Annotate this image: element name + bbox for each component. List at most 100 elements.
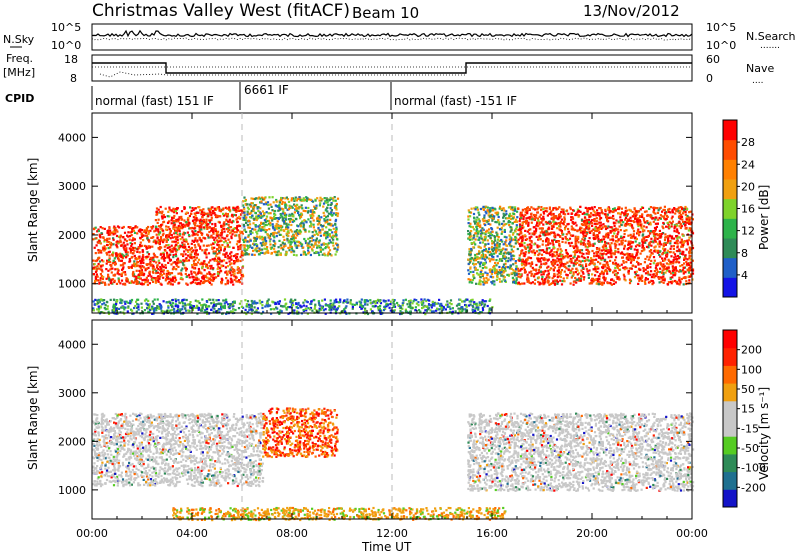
scatter-cell (226, 281, 229, 284)
scatter-cell (512, 232, 515, 235)
scatter-cell (298, 229, 301, 232)
scatter-cell (283, 238, 286, 241)
scatter-cell (323, 214, 326, 217)
scatter-cell (297, 232, 300, 235)
scatter-cell (189, 253, 192, 256)
scatter-cell (627, 272, 630, 275)
nsearch-legend: ....... (760, 41, 780, 51)
scatter-cell (520, 212, 523, 216)
scatter-cell (236, 259, 240, 262)
scatter-cell (564, 241, 567, 244)
scatter-cell (479, 276, 482, 279)
scatter-cell (270, 205, 273, 208)
scatter-cell (644, 241, 647, 244)
scatter-cell (108, 279, 111, 282)
scatter-cell (474, 253, 477, 257)
scatter-cell (156, 271, 159, 274)
scatter-cell (172, 256, 175, 259)
scatter-cell (500, 207, 503, 210)
scatter-cell (483, 279, 486, 282)
scatter-cell (327, 223, 330, 226)
scatter-cell (135, 262, 138, 266)
scatter-cell (619, 236, 623, 239)
scatter-cell (257, 206, 260, 209)
scatter-cell (483, 232, 486, 235)
scatter-cell (641, 213, 644, 216)
scatter-cell (514, 238, 517, 242)
scatter-cell (300, 244, 303, 247)
scatter-cell (668, 226, 671, 229)
scatter-cell (583, 276, 586, 279)
scatter-cell (647, 258, 650, 261)
scatter-cell (307, 242, 310, 245)
scatter-cell (518, 254, 521, 257)
scatter-cell (252, 249, 255, 252)
scatter-cell (315, 237, 318, 240)
scatter-cell (632, 233, 635, 236)
scatter-cell (271, 223, 274, 226)
scatter-cell (95, 259, 98, 262)
scatter-cell (268, 228, 271, 231)
scatter-cell (490, 253, 493, 256)
scatter-cell (686, 208, 689, 211)
scatter-cell (600, 270, 604, 273)
scatter-cell (262, 236, 265, 240)
scatter-cell (614, 266, 617, 269)
scatter-cell (176, 236, 179, 239)
scatter-cell (508, 242, 511, 245)
scatter-cell (171, 236, 174, 239)
scatter-cell (625, 256, 629, 259)
scatter-cell (504, 241, 507, 244)
scatter-cell (670, 225, 673, 228)
scatter-cell (637, 224, 640, 228)
scatter-cell (257, 229, 260, 232)
scatter-cell (535, 216, 538, 219)
scatter-cell (234, 208, 237, 211)
scatter-cell (480, 254, 483, 257)
scatter-cell (232, 227, 236, 230)
scatter-cell (255, 218, 258, 222)
scatter-cell (625, 212, 628, 215)
scatter-cell (680, 225, 683, 228)
scatter-cell (193, 222, 196, 225)
scatter-cell (689, 264, 692, 267)
scatter-cell (595, 278, 598, 281)
scatter-cell (312, 223, 315, 226)
scatter-cell (232, 246, 235, 249)
scatter-cell (244, 199, 247, 202)
scatter-cell (536, 222, 539, 225)
scatter-cell (113, 280, 116, 284)
scatter-cell (147, 225, 150, 229)
scatter-cell (260, 229, 263, 232)
scatter-cell (240, 230, 243, 233)
scatter-cell (236, 266, 239, 269)
scatter-cell (657, 209, 660, 212)
scatter-cell (654, 218, 657, 221)
scatter-cell (199, 218, 202, 221)
scatter-cell (664, 218, 667, 221)
scatter-cell (330, 223, 333, 226)
scatter-cell (291, 220, 294, 223)
scatter-cell (242, 200, 245, 203)
scatter-cell (187, 273, 191, 276)
scatter-cell (173, 214, 176, 218)
scatter-cell (678, 261, 681, 264)
scatter-cell (597, 260, 600, 264)
scatter-cell (290, 247, 294, 250)
scatter-cell (208, 230, 211, 234)
scatter-cell (662, 259, 665, 262)
scatter-cell (530, 240, 533, 243)
scatter-cell (659, 263, 663, 266)
scatter-cell (668, 220, 671, 223)
scatter-cell (582, 272, 585, 275)
scatter-cell (560, 211, 563, 214)
scatter-cell (171, 250, 174, 253)
scatter-cell (581, 271, 584, 274)
scatter-cell (198, 206, 201, 209)
scatter-cell (115, 252, 118, 256)
scatter-cell (292, 237, 295, 240)
scatter-cell (663, 259, 666, 262)
scatter-cell (222, 212, 225, 215)
scatter-cell (294, 196, 297, 199)
scatter-cell (276, 251, 279, 254)
